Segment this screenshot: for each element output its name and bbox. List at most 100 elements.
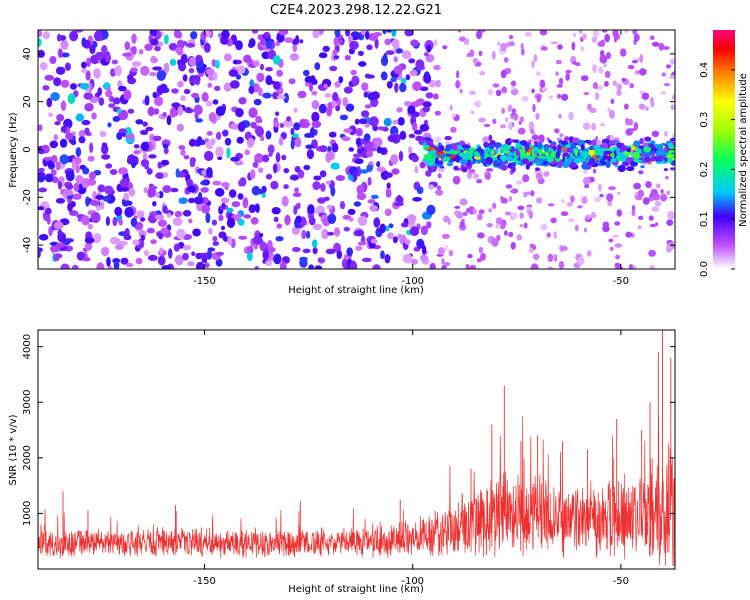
heatmap-cell [432,93,439,100]
heatmap-cell [558,77,564,85]
heatmap-cell [665,245,673,253]
heatmap-cell [188,218,193,224]
heatmap-cell [399,82,407,93]
heatmap-cell [48,112,54,118]
heatmap-cell [78,136,86,144]
heatmap-cell [284,214,291,226]
heatmap-cell [388,223,394,229]
heatmap-cell [275,236,284,242]
heatmap-cell [299,118,307,128]
heatmap-cell [73,182,80,192]
heatmap-cell [176,123,184,132]
heatmap-cell [198,252,209,258]
heatmap-cell [177,80,184,88]
heatmap-cell [230,122,237,130]
heatmap-cell [144,95,150,106]
heatmap-cell [589,146,594,151]
heatmap-cell [259,241,267,252]
heatmap-cell [663,168,669,172]
heatmap-cell [408,58,416,64]
heatmap-cell [361,110,370,118]
heatmap-cell [376,146,383,154]
heatmap-cell [187,185,197,193]
y-tick-label: -20 [22,189,33,205]
heatmap-cell [262,249,269,260]
heatmap-cell [671,95,675,101]
colorbar-ticks: 0.0 0.1 0.2 0.3 0.4 [699,62,735,277]
heatmap-cell [604,33,610,43]
heatmap-cell [128,187,136,197]
heatmap-cell [257,87,263,97]
heatmap-cell [170,187,179,193]
heatmap-cell [578,30,583,34]
heatmap-cell [449,104,453,111]
heatmap-cell [283,184,289,190]
heatmap-cell [617,164,626,173]
heatmap-cell [71,264,79,269]
heatmap-cell [195,118,204,123]
heatmap-cell [185,106,191,112]
heatmap-cell [437,146,442,153]
heatmap-cell [221,202,226,210]
heatmap-cell [51,155,58,163]
heatmap-cell [608,109,615,119]
heatmap-cell [334,81,341,88]
heatmap-cell [574,148,578,157]
heatmap-cell [383,117,392,127]
heatmap-cell [75,147,82,157]
heatmap-cell [75,175,84,184]
heatmap-cell [564,136,570,142]
heatmap-cell [123,234,132,241]
heatmap-cell [97,184,106,193]
heatmap-cell [289,53,300,61]
heatmap-cell [508,196,513,202]
heatmap-cell [532,103,536,113]
heatmap-cell [292,133,299,139]
heatmap-cell [523,222,528,229]
heatmap-cell [364,74,375,79]
heatmap-cell [561,199,565,204]
heatmap-cell [626,147,632,153]
heatmap-cell [54,221,64,230]
heatmap-cell [533,245,536,251]
heatmap-cell [118,167,128,175]
heatmap-cell [511,161,517,167]
heatmap-cell [660,189,664,194]
heatmap-cell [82,167,90,175]
heatmap-cell [135,119,144,125]
heatmap-cell [204,138,210,143]
heatmap-cell [485,157,493,165]
heatmap-cell [154,214,165,220]
heatmap-cell [95,194,105,200]
heatmap-cell [359,118,368,125]
snr-y-axis-label: SNR (10 * v/v) [8,414,19,485]
heatmap-cell [622,161,630,167]
heatmap-cell [660,91,666,95]
heatmap-cell [251,30,259,34]
heatmap-cell [84,127,90,136]
heatmap-cell [158,232,164,240]
heatmap-cell [603,62,608,68]
heatmap-cell [64,62,71,71]
heatmap-cell [566,147,573,153]
heatmap-cell [55,242,66,248]
heatmap-cell [632,265,636,269]
heatmap-cell [235,74,242,80]
heatmap-cell [309,128,316,135]
heatmap-cell [612,234,619,238]
heatmap-cell [107,265,113,269]
heatmap-cell [549,143,557,147]
heatmap-cell [533,150,539,155]
heatmap-cell [334,30,341,38]
heatmap-cell [236,65,246,74]
heatmap-cell [669,75,675,79]
heatmap-cell [283,118,294,128]
heatmap-cell [537,142,543,150]
heatmap-cell [617,191,621,195]
heatmap-cell [100,246,110,257]
heatmap-cell [331,142,339,153]
heatmap-cell [42,85,50,91]
heatmap-cell [667,157,673,164]
heatmap-cell [321,228,329,240]
heatmap-cell [117,85,127,92]
